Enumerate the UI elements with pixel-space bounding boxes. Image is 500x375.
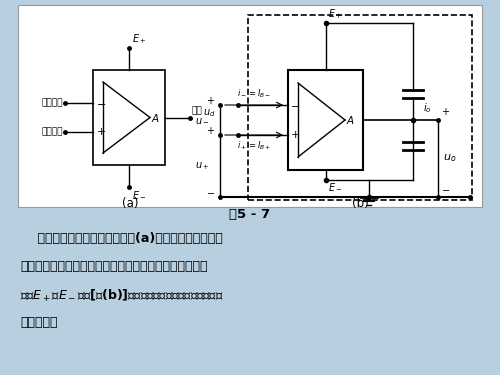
Text: $u_o$: $u_o$ (443, 153, 456, 164)
Bar (18, 5, 482, 207)
Text: 部接地端。: 部接地端。 (20, 316, 58, 329)
Text: $+$: $+$ (290, 129, 300, 141)
Text: 图5 - 7: 图5 - 7 (230, 209, 270, 222)
Text: $E_+$: $E_+$ (132, 32, 146, 46)
Text: 作时，需将一个直流正电源和一个直流负电源与运放的电: 作时，需将一个直流正电源和一个直流负电源与运放的电 (20, 260, 208, 273)
Text: $u_-$: $u_-$ (195, 115, 209, 125)
Text: 输出: 输出 (192, 106, 203, 116)
Text: $+$: $+$ (206, 94, 215, 105)
Text: 运放器件的电气图形符号如图(a)所示。运放在正常工: 运放器件的电气图形符号如图(a)所示。运放在正常工 (20, 232, 223, 245)
Text: $-$: $-$ (96, 98, 106, 108)
Text: $-$: $-$ (441, 184, 450, 194)
Text: 源端$E_+$和$E_-$相连[图(b)]。两个电源的公共端构成运放的外: 源端$E_+$和$E_-$相连[图(b)]。两个电源的公共端构成运放的外 (20, 288, 224, 304)
Text: $E_-$: $E_-$ (328, 182, 343, 192)
Text: $-$: $-$ (290, 100, 300, 110)
Text: $-$: $-$ (206, 187, 215, 197)
Text: $u_+$: $u_+$ (195, 160, 209, 172)
Text: $i_+=I_{B+}$: $i_+=I_{B+}$ (237, 140, 271, 153)
Text: $A$: $A$ (346, 114, 355, 126)
Text: (b): (b) (352, 196, 368, 210)
Text: 同相输入: 同相输入 (42, 127, 63, 136)
Text: $u_d$: $u_d$ (202, 107, 215, 119)
Text: (a): (a) (122, 196, 138, 210)
Text: $+$: $+$ (441, 106, 450, 117)
Text: 反相输入: 反相输入 (42, 99, 63, 108)
Text: $E_-$: $E_-$ (132, 190, 146, 200)
Bar (248, 15, 472, 200)
Text: $A$: $A$ (151, 111, 160, 123)
Text: $E_+$: $E_+$ (328, 7, 343, 21)
Bar (93, 70, 165, 165)
Text: $i_o$: $i_o$ (423, 101, 432, 115)
Bar (288, 70, 363, 170)
Text: $+$: $+$ (206, 124, 215, 135)
Text: $i_-=I_{B-}$: $i_-=I_{B-}$ (237, 87, 271, 100)
Text: $+$: $+$ (96, 126, 106, 137)
